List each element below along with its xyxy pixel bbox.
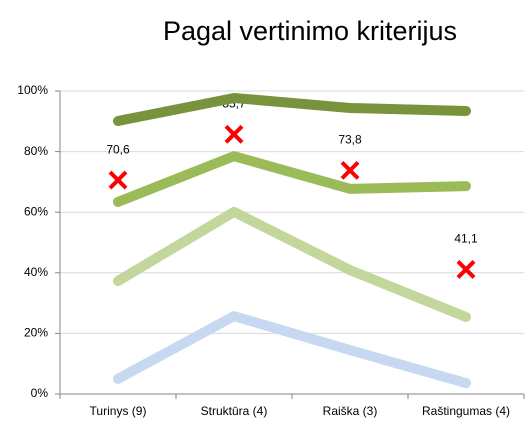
series-line: [113, 151, 471, 207]
y-tick-label: 100%: [17, 83, 48, 97]
series-line: [113, 206, 471, 323]
x-marker: [224, 124, 244, 144]
x-tick-label: Raiška (3): [323, 404, 378, 418]
series-line: [113, 92, 471, 126]
series-line: [113, 311, 471, 389]
chart-title: Pagal vertinimo kriterijus: [163, 16, 457, 46]
data-label: 41,1: [454, 232, 478, 246]
y-tick-label: 60%: [24, 204, 48, 218]
x-tick-label: Raštingumas (4): [422, 404, 510, 418]
data-label: 73,8: [338, 133, 362, 147]
y-tick-label: 40%: [24, 265, 48, 279]
y-tick-label: 80%: [24, 144, 48, 158]
x-tick-label: Turinys (9): [90, 404, 147, 418]
data-label: 70,6: [106, 142, 130, 156]
y-tick-label: 20%: [24, 326, 48, 340]
x-marker: [340, 160, 360, 180]
y-tick-label: 0%: [31, 386, 49, 400]
x-marker: [456, 260, 476, 279]
x-marker: [108, 170, 128, 190]
x-tick-label: Struktūra (4): [201, 404, 268, 418]
